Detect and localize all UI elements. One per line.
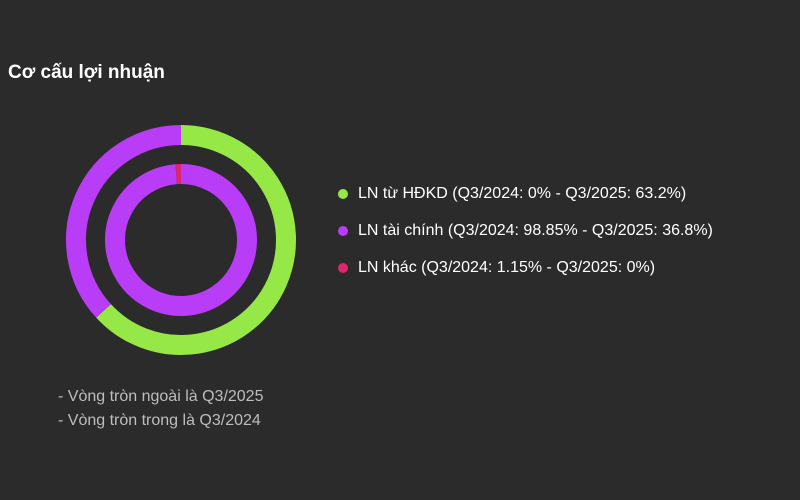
note-inner-ring: - Vòng tròn trong là Q3/2024: [58, 412, 261, 429]
note-outer-ring: - Vòng tròn ngoài là Q3/2025: [58, 388, 264, 405]
chart-title: Cơ cấu lợi nhuận: [8, 62, 165, 83]
legend-label-tai-chinh: LN tài chính (Q3/2024: 98.85% - Q3/2025:…: [358, 222, 713, 239]
slice-inner-1: [105, 164, 257, 316]
legend-item-tai-chinh: LN tài chính (Q3/2024: 98.85% - Q3/2025:…: [338, 221, 713, 241]
slice-outer-1: [66, 125, 182, 318]
slice-outer-0: [96, 125, 296, 355]
legend-dot-khac: [338, 263, 348, 273]
legend-item-khac: LN khác (Q3/2024: 1.15% - Q3/2025: 0%): [338, 258, 713, 278]
legend-dot-hdkd: [338, 189, 348, 199]
donut-chart: [66, 125, 296, 355]
ring-notes: - Vòng tròn ngoài là Q3/2025 - Vòng tròn…: [58, 385, 263, 433]
legend-label-khac: LN khác (Q3/2024: 1.15% - Q3/2025: 0%): [358, 259, 656, 276]
legend: LN từ HĐKD (Q3/2024: 0% - Q3/2025: 63.2%…: [338, 184, 713, 295]
legend-dot-tai-chinh: [338, 226, 348, 236]
legend-item-hdkd: LN từ HĐKD (Q3/2024: 0% - Q3/2025: 63.2%…: [338, 184, 713, 204]
legend-label-hdkd: LN từ HĐKD (Q3/2024: 0% - Q3/2025: 63.2%…: [358, 185, 687, 202]
